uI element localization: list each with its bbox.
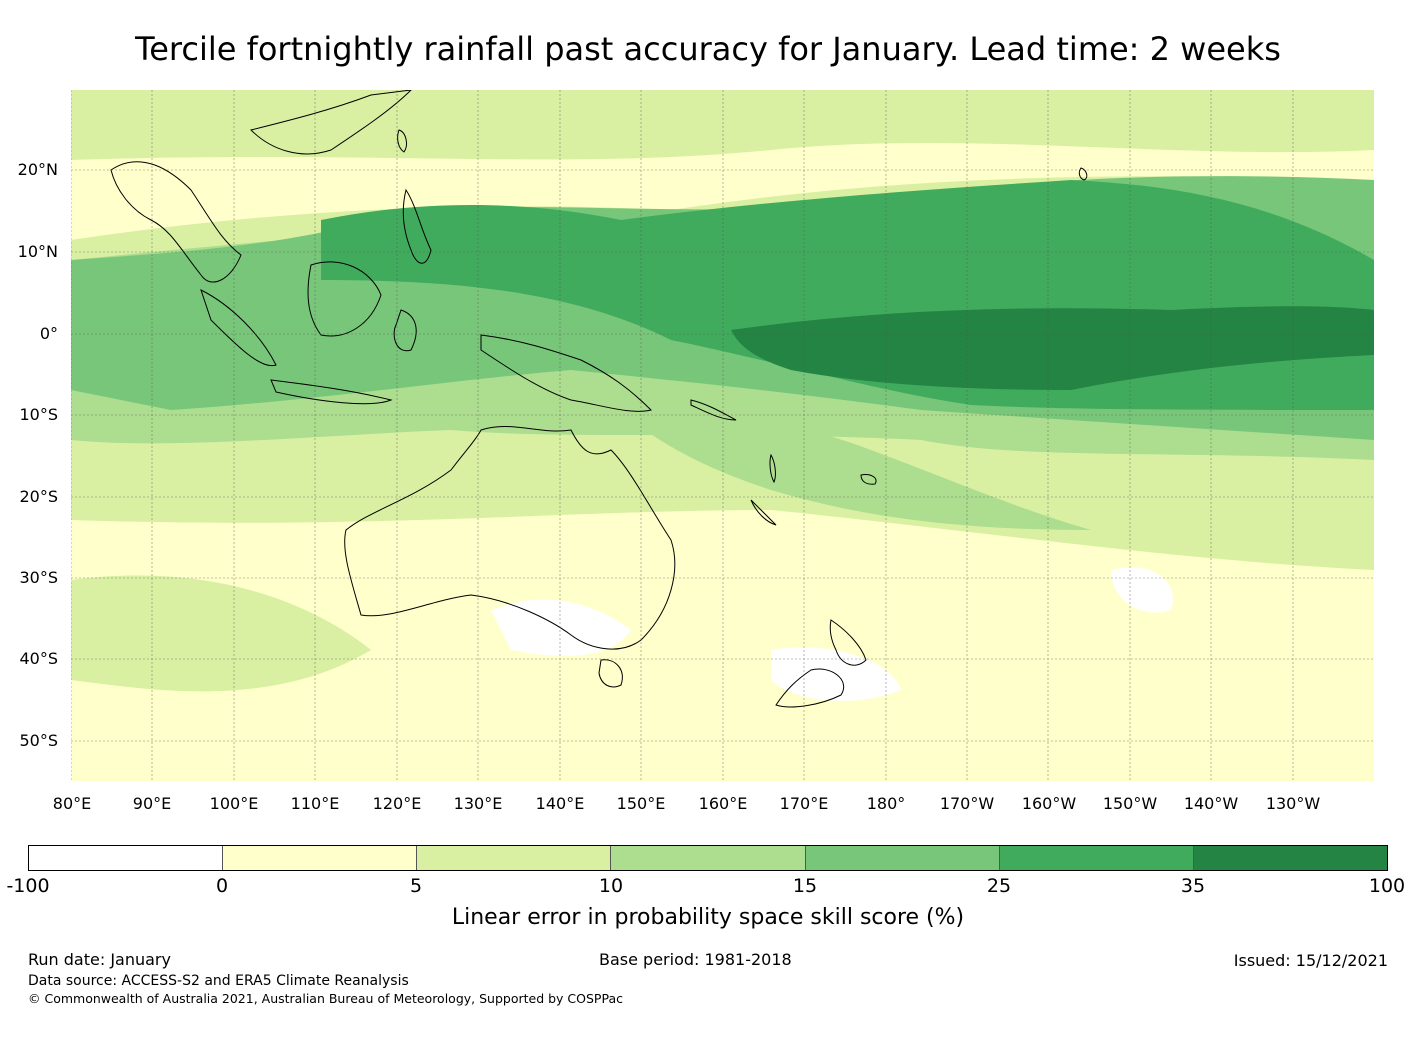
band-35-100 [731, 306, 1374, 390]
colorbar-segment [29, 846, 224, 870]
colorbar-tick: 100 [1368, 875, 1406, 897]
colorbar-segment [999, 846, 1194, 870]
copyright: © Commonwealth of Australia 2021, Austra… [28, 991, 623, 1006]
china-coast [250, 90, 412, 155]
issued-date: Issued: 15/12/2021 [1233, 951, 1388, 970]
band-5-10-north [71, 90, 1374, 160]
graticule [71, 90, 1374, 781]
fiji-coast [860, 474, 877, 485]
colorbar-segment [805, 846, 1000, 870]
borneo-coast [307, 261, 382, 337]
lon-label: 130°E [453, 794, 503, 813]
australia-coast [344, 426, 676, 650]
skill-score-map[interactable] [71, 90, 1374, 781]
taiwan-coast [397, 129, 407, 153]
philippines-coast [402, 188, 432, 264]
indochina-coast [110, 161, 242, 283]
colorbar-tick: -100 [6, 875, 50, 897]
lon-label: 150°E [616, 794, 666, 813]
colorbar-segment [223, 846, 418, 870]
lon-label: 140°E [535, 794, 585, 813]
map-title: Tercile fortnightly rainfall past accura… [135, 30, 1281, 68]
lon-label: 110°E [290, 794, 340, 813]
new-guinea-coast [480, 334, 652, 412]
colorbar-tick: 0 [215, 875, 229, 897]
colorbar-tick: 25 [986, 875, 1012, 897]
colorbar-tick: 15 [792, 875, 818, 897]
nz-south-coast [775, 668, 844, 708]
band-negative-east [1111, 567, 1173, 613]
lon-label: 100°E [209, 794, 259, 813]
colorbar-segment [1193, 846, 1387, 870]
colorbar-segment [611, 846, 806, 870]
lat-label: 20°N [17, 160, 58, 179]
lon-label: 90°E [132, 794, 172, 813]
lat-label: 10°N [17, 242, 58, 261]
band-5-10-south [71, 575, 371, 692]
lon-label: 170°E [779, 794, 829, 813]
run-date: Run date: January [28, 950, 171, 969]
vanuatu-coast [769, 453, 776, 484]
lon-label: 180° [866, 794, 906, 813]
lat-label: 50°S [19, 731, 58, 750]
lon-label: 140°W [1183, 794, 1239, 813]
lon-label: 160°W [1021, 794, 1077, 813]
colorbar-segment [417, 846, 612, 870]
lon-label: 80°E [52, 794, 92, 813]
colorbar [28, 845, 1388, 871]
hawaii-coast [1078, 167, 1088, 181]
lat-label: 0° [39, 324, 58, 343]
new-caledonia-coast [750, 499, 777, 526]
sumatra-coast [200, 289, 277, 367]
sulawesi-coast [393, 309, 417, 352]
colorbar-tick: 35 [1180, 875, 1206, 897]
lat-label: 40°S [19, 649, 58, 668]
lon-label: 150°W [1102, 794, 1158, 813]
nz-north-coast [829, 619, 867, 666]
java-coast [270, 379, 393, 405]
lat-label: 30°S [19, 568, 58, 587]
solomons-coast [690, 399, 737, 421]
data-source: Data source: ACCESS-S2 and ERA5 Climate … [28, 973, 409, 989]
skill-bands [71, 90, 1374, 701]
colorbar-tick: 5 [409, 875, 423, 897]
tasmania-coast [598, 659, 623, 688]
lon-label: 130°W [1265, 794, 1321, 813]
lon-label: 120°E [372, 794, 422, 813]
colorbar-label: Linear error in probability space skill … [451, 905, 965, 930]
lon-label: 160°E [698, 794, 748, 813]
map-canvas [71, 90, 1374, 781]
colorbar-tick: 10 [598, 875, 624, 897]
lat-label: 20°S [19, 487, 58, 506]
lat-label: 10°S [19, 405, 58, 424]
coastlines [110, 90, 1088, 708]
lon-label: 170°W [939, 794, 995, 813]
base-period: Base period: 1981-2018 [599, 950, 792, 969]
band-10-15-spcz [631, 390, 1091, 530]
